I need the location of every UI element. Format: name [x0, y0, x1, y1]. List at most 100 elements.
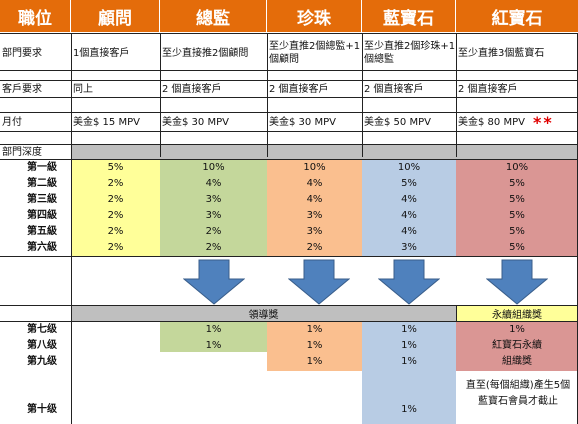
pct-cell: 5% — [509, 194, 525, 205]
row-divider — [0, 305, 578, 306]
pct-cell: 5% — [509, 226, 525, 237]
header-ruby: 紅寶石 — [456, 0, 578, 32]
row-divider — [0, 112, 578, 113]
level-label: 第一級 — [27, 162, 57, 173]
pct-cell: 10% — [505, 162, 529, 173]
pct-cell: 1% — [306, 356, 323, 367]
monthly-ruby: 美金$ 80 MPV ** — [456, 113, 578, 131]
pct-cell: 2% — [107, 226, 124, 237]
customer-req-consultant: 同上 — [73, 83, 93, 95]
continuity-bonus-band: 永續組織獎 — [456, 306, 578, 321]
level-label: 第二級 — [27, 178, 57, 189]
sapphire-bottom-bg — [362, 322, 456, 424]
pct-cell: 4% — [306, 194, 323, 205]
asterisk-marks: ** — [532, 112, 554, 132]
pct-cell: 5% — [509, 178, 525, 189]
customer-req-sapphire: 2 個直接客戶 — [364, 83, 424, 95]
level-label: 第十级 — [27, 404, 57, 415]
pct-cell: 4% — [306, 178, 323, 189]
pct-cell: 2% — [205, 226, 222, 237]
row-divider — [0, 144, 578, 145]
level-label: 第六級 — [27, 242, 57, 253]
level-labels-top: 第一級 第二級 第三級 第四級 第五級 第六級 — [0, 160, 71, 256]
dept-req-director: 至少直接推2個顧問 — [162, 47, 249, 59]
consultant-bg — [71, 160, 160, 256]
pct-cell: 2% — [107, 210, 124, 221]
pct-cell: 5% — [509, 242, 525, 253]
monthly-pearl: 美金$ 30 MPV — [269, 116, 336, 128]
pct-cell: 10% — [397, 162, 421, 173]
pct-cell: 3% — [205, 210, 222, 221]
level-label: 第九级 — [27, 356, 57, 367]
down-arrow-icon — [378, 259, 440, 305]
header-sapphire: 藍寶石 — [362, 0, 456, 32]
leadership-bonus-band: 領導獎 — [71, 306, 456, 321]
dept-req-label: 部門要求 — [2, 47, 42, 59]
header-director: 總監 — [160, 0, 267, 32]
dept-req-sapphire: 至少直推2個珍珠+1個總監 — [364, 41, 456, 65]
level-label: 第五級 — [27, 226, 57, 237]
monthly-sapphire: 美金$ 50 MPV — [364, 116, 431, 128]
level-label: 第三級 — [27, 194, 57, 205]
header-consultant: 顧問 — [71, 0, 160, 32]
ruby-note: 直至(每個組織)產生5個藍寶石會員才截止 — [465, 380, 571, 407]
director-pct-column: 10% 4% 3% 3% 2% 2% — [160, 160, 267, 256]
depth-bar — [71, 145, 578, 159]
depth-label: 部門深度 — [2, 146, 42, 158]
dept-req-pearl: 至少直推2個總監+1個顧問 — [269, 41, 361, 65]
ruby-pct-column: 10% 5% 5% 5% 5% 5% — [456, 160, 578, 256]
column-divider — [160, 33, 161, 157]
pct-cell: 10% — [303, 162, 326, 173]
dept-req-consultant: 1個直接客戶 — [73, 47, 130, 59]
pct-cell: 1% — [205, 324, 222, 335]
pct-cell: 2% — [205, 242, 222, 253]
row-divider — [0, 321, 578, 322]
pct-cell: 10% — [202, 162, 225, 173]
row-divider — [0, 97, 578, 98]
customer-req-pearl: 2 個直接客戶 — [269, 83, 329, 95]
pct-cell: 3% — [401, 242, 417, 253]
director-bottom-bg — [160, 322, 267, 352]
column-divider — [456, 33, 457, 157]
header-position: 職位 — [0, 0, 71, 32]
pct-cell: 3% — [205, 194, 222, 205]
pct-cell: 4% — [401, 194, 417, 205]
pct-cell: 2% — [306, 242, 323, 253]
ruby-bg — [456, 160, 578, 256]
down-arrow-icon — [183, 259, 245, 305]
column-divider — [71, 33, 72, 424]
monthly-ruby-value: 美金$ 80 MPV — [458, 116, 525, 128]
column-divider — [456, 305, 457, 322]
pct-cell: 5% — [401, 178, 417, 189]
pct-cell: 2% — [107, 242, 124, 253]
pct-cell: 1% — [306, 340, 323, 351]
level-label: 第八级 — [27, 340, 57, 351]
down-arrow-icon — [486, 259, 548, 305]
row-divider — [0, 256, 578, 257]
pct-cell: 1% — [401, 356, 417, 367]
header-pearl: 珍珠 — [267, 0, 362, 32]
pct-cell: 1% — [509, 324, 525, 335]
pct-cell: 2% — [107, 178, 124, 189]
sapphire-bg — [362, 160, 456, 256]
pct-cell: 4% — [401, 210, 417, 221]
pct-cell: 5% — [509, 210, 525, 221]
level-label: 第七级 — [27, 324, 57, 335]
dept-req-ruby: 至少直推3個藍寶石 — [458, 47, 545, 59]
pearl-bg — [267, 160, 362, 256]
pearl-bottom-bg — [267, 322, 362, 371]
pct-cell: 3% — [306, 210, 323, 221]
row-divider — [0, 70, 578, 71]
customer-req-director: 2 個直接客戶 — [162, 83, 222, 95]
pct-cell: 5% — [107, 162, 124, 173]
ruby-bottom-bg — [456, 322, 578, 371]
down-arrow-icon — [288, 259, 350, 305]
ruby-continuity-line2: 組織獎 — [502, 356, 532, 367]
column-divider — [267, 33, 268, 157]
customer-req-label: 客戶要求 — [2, 83, 42, 95]
ruby-continuity-line1: 紅寶石永續 — [492, 340, 542, 351]
monthly-consultant: 美金$ 15 MPV — [73, 116, 140, 128]
pct-cell: 2% — [107, 194, 124, 205]
row-divider — [0, 159, 578, 160]
